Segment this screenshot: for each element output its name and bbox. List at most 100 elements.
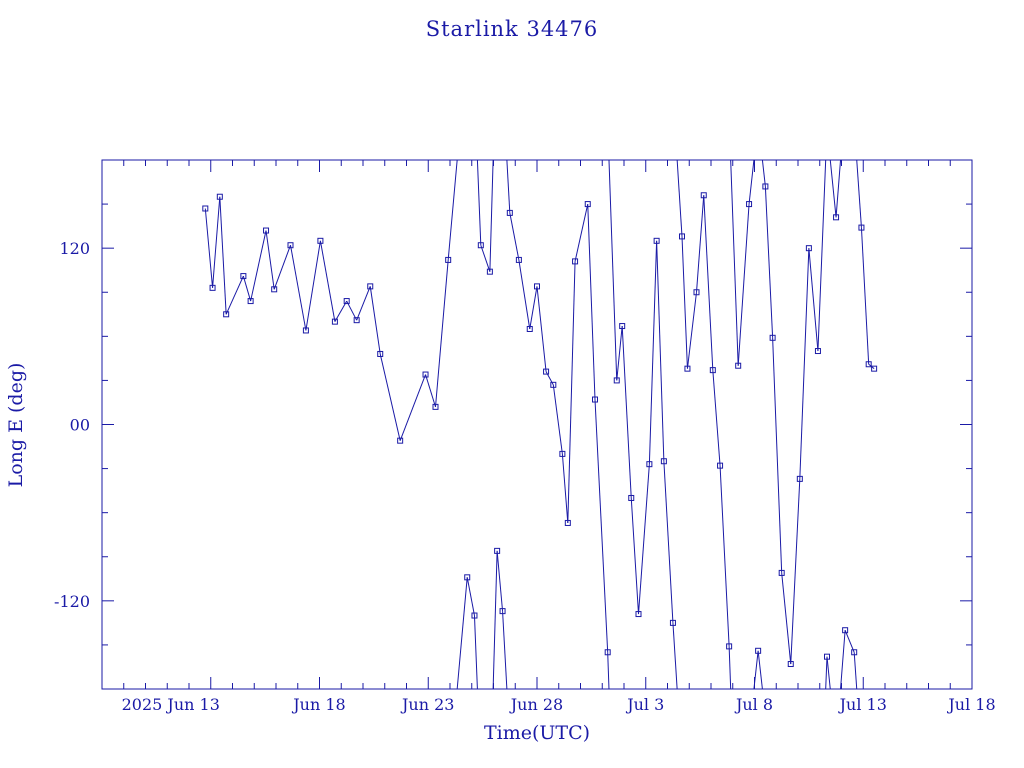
series-segment — [648, 240, 658, 465]
data-point — [746, 201, 753, 208]
series-segment — [480, 245, 491, 272]
series-segment — [826, 656, 831, 689]
series-segment — [509, 212, 520, 261]
series-segment — [844, 630, 855, 653]
series-group — [202, 160, 878, 689]
data-point — [302, 327, 309, 334]
data-point — [814, 348, 821, 355]
series-segment — [476, 160, 482, 246]
data-point — [619, 323, 626, 330]
x-tick-label: Jun 18 — [291, 695, 345, 714]
data-point — [445, 256, 452, 263]
plot-frame — [101, 159, 973, 690]
data-point — [216, 193, 223, 200]
x-tick-label: Jul 18 — [946, 695, 995, 714]
data-point — [735, 362, 742, 369]
series-segment — [817, 160, 827, 352]
series-segment — [502, 611, 508, 689]
series-segment — [781, 572, 792, 665]
data-point — [762, 183, 769, 190]
data-point — [700, 192, 707, 199]
x-tick-label: Jul 3 — [625, 695, 664, 714]
series-segment — [492, 550, 498, 689]
data-point — [526, 325, 533, 332]
series-segment — [219, 196, 227, 315]
series-segment — [334, 300, 348, 322]
data-point — [559, 450, 566, 457]
x-tick-label: Jul 8 — [734, 695, 773, 714]
data-point — [247, 298, 254, 305]
series-segment — [545, 371, 554, 386]
series-segment — [825, 656, 828, 689]
series-segment — [753, 650, 759, 689]
data-point — [805, 245, 812, 252]
series-segment — [764, 186, 774, 338]
series-segment — [757, 650, 763, 689]
series-segment — [772, 337, 783, 573]
series-segment — [730, 160, 739, 366]
series-segment — [638, 464, 650, 615]
y-tick-label: 00 — [70, 416, 90, 435]
x-axis-label: Time(UTC) — [484, 722, 590, 744]
data-point — [717, 462, 724, 469]
series-segment — [561, 453, 569, 523]
series-segment — [356, 286, 371, 321]
series-segment — [616, 325, 623, 381]
series-segment — [250, 230, 267, 302]
series-segment — [728, 646, 732, 689]
series-segment — [518, 259, 531, 330]
series-segment — [242, 275, 252, 302]
series-segment — [265, 230, 275, 290]
data-point — [833, 214, 840, 221]
series-segment — [856, 160, 862, 228]
series-segment — [473, 615, 478, 689]
data-point — [202, 205, 209, 212]
series-segment — [425, 374, 436, 408]
series-segment — [369, 286, 381, 355]
series-segment — [840, 630, 846, 689]
data-point — [353, 317, 360, 324]
series-segment — [799, 248, 810, 479]
y-axis: 120 00 -120 — [54, 159, 972, 690]
series-segment — [835, 160, 842, 218]
data-point — [367, 283, 374, 290]
data-point — [397, 437, 404, 444]
data-point — [377, 350, 384, 357]
data-point — [592, 396, 598, 403]
data-point — [628, 494, 635, 501]
series-segment — [860, 227, 870, 365]
data-point — [209, 284, 216, 291]
x-tick-label: Jun 28 — [509, 695, 563, 714]
data-point — [865, 361, 872, 368]
series-segment — [719, 465, 730, 647]
series-segment — [621, 326, 632, 498]
series-segment — [529, 286, 538, 330]
data-point — [851, 649, 858, 656]
series-segment — [790, 478, 801, 665]
series-segment — [273, 245, 291, 290]
data-point — [669, 619, 676, 626]
data-point — [646, 461, 653, 468]
data-point — [653, 237, 660, 244]
series-line — [204, 160, 875, 689]
y-tick-label: 120 — [59, 239, 90, 258]
series-segment — [496, 550, 504, 612]
series-segment — [435, 259, 449, 407]
data-point — [499, 608, 506, 615]
data-point — [858, 224, 865, 231]
x-tick-label: Jun 23 — [400, 695, 454, 714]
series-segment — [853, 652, 858, 689]
data-point — [604, 649, 611, 656]
series-segment — [506, 160, 511, 213]
data-point — [679, 233, 685, 240]
data-point — [693, 289, 700, 296]
series-segment — [346, 300, 358, 321]
series-segment — [656, 240, 665, 462]
series-segment — [319, 240, 336, 322]
series-segment — [703, 195, 714, 371]
data-point — [477, 242, 484, 249]
series-segment — [672, 622, 678, 689]
data-point — [550, 381, 557, 388]
data-point — [787, 661, 794, 668]
data-point — [824, 653, 830, 660]
